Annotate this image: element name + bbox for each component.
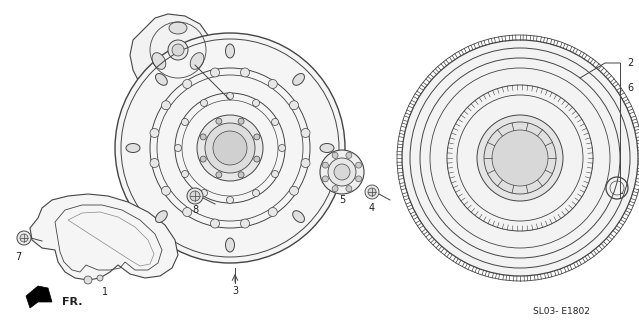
Circle shape xyxy=(238,172,244,178)
Circle shape xyxy=(115,33,345,263)
Circle shape xyxy=(268,208,277,217)
Circle shape xyxy=(201,189,208,196)
Text: FR.: FR. xyxy=(62,297,82,307)
Ellipse shape xyxy=(126,143,140,153)
Circle shape xyxy=(356,162,362,168)
Circle shape xyxy=(150,128,159,138)
Circle shape xyxy=(190,191,200,201)
Text: 1: 1 xyxy=(102,287,108,297)
Circle shape xyxy=(492,130,548,186)
Ellipse shape xyxy=(190,53,204,69)
Circle shape xyxy=(205,123,255,173)
Circle shape xyxy=(226,196,233,204)
Circle shape xyxy=(84,276,92,284)
Circle shape xyxy=(289,186,298,195)
Circle shape xyxy=(346,186,352,192)
Circle shape xyxy=(197,115,263,181)
Circle shape xyxy=(402,40,638,276)
Ellipse shape xyxy=(155,211,167,222)
Circle shape xyxy=(254,134,260,140)
Circle shape xyxy=(279,145,286,151)
Circle shape xyxy=(322,162,328,168)
Text: 8: 8 xyxy=(192,205,198,215)
Text: 4: 4 xyxy=(369,203,375,213)
Circle shape xyxy=(368,188,376,196)
Circle shape xyxy=(216,118,222,124)
Circle shape xyxy=(174,145,181,151)
Circle shape xyxy=(252,189,259,196)
Text: 2: 2 xyxy=(627,58,633,68)
Circle shape xyxy=(162,101,171,110)
Circle shape xyxy=(181,118,189,125)
Circle shape xyxy=(328,158,356,186)
Circle shape xyxy=(216,172,222,178)
Circle shape xyxy=(356,176,362,182)
Ellipse shape xyxy=(226,44,235,58)
Ellipse shape xyxy=(226,238,235,252)
Circle shape xyxy=(334,164,350,180)
Circle shape xyxy=(301,158,310,168)
Circle shape xyxy=(268,79,277,88)
Circle shape xyxy=(200,156,206,162)
Circle shape xyxy=(272,118,279,125)
Circle shape xyxy=(187,188,203,204)
Circle shape xyxy=(97,275,103,281)
Circle shape xyxy=(332,152,338,158)
Circle shape xyxy=(213,131,247,165)
Circle shape xyxy=(17,231,31,245)
Ellipse shape xyxy=(152,53,166,69)
Ellipse shape xyxy=(169,22,187,34)
Ellipse shape xyxy=(293,74,304,85)
Circle shape xyxy=(168,40,188,60)
Circle shape xyxy=(254,156,260,162)
Circle shape xyxy=(210,68,219,77)
Circle shape xyxy=(289,101,298,110)
Circle shape xyxy=(238,118,244,124)
Polygon shape xyxy=(26,286,52,308)
Circle shape xyxy=(226,92,233,100)
Circle shape xyxy=(240,219,249,228)
Circle shape xyxy=(346,152,352,158)
Circle shape xyxy=(200,134,206,140)
Circle shape xyxy=(183,208,192,217)
Text: 5: 5 xyxy=(339,195,345,205)
Circle shape xyxy=(272,171,279,178)
Circle shape xyxy=(183,79,192,88)
Circle shape xyxy=(332,186,338,192)
Circle shape xyxy=(181,171,189,178)
Polygon shape xyxy=(30,194,178,280)
Circle shape xyxy=(201,100,208,107)
Circle shape xyxy=(484,122,556,194)
Polygon shape xyxy=(130,14,212,85)
Circle shape xyxy=(252,100,259,107)
Circle shape xyxy=(172,44,184,56)
Circle shape xyxy=(150,158,159,168)
Circle shape xyxy=(210,219,219,228)
Circle shape xyxy=(301,128,310,138)
Ellipse shape xyxy=(293,211,304,222)
Ellipse shape xyxy=(320,143,334,153)
Circle shape xyxy=(162,186,171,195)
Circle shape xyxy=(20,234,28,242)
Text: 7: 7 xyxy=(15,252,21,262)
Ellipse shape xyxy=(155,74,167,85)
Text: 6: 6 xyxy=(627,83,633,93)
Text: 3: 3 xyxy=(232,286,238,296)
Circle shape xyxy=(365,185,379,199)
Circle shape xyxy=(240,68,249,77)
Circle shape xyxy=(320,150,364,194)
Circle shape xyxy=(477,115,563,201)
Text: SL03- E1802: SL03- E1802 xyxy=(533,308,590,316)
Circle shape xyxy=(322,176,328,182)
